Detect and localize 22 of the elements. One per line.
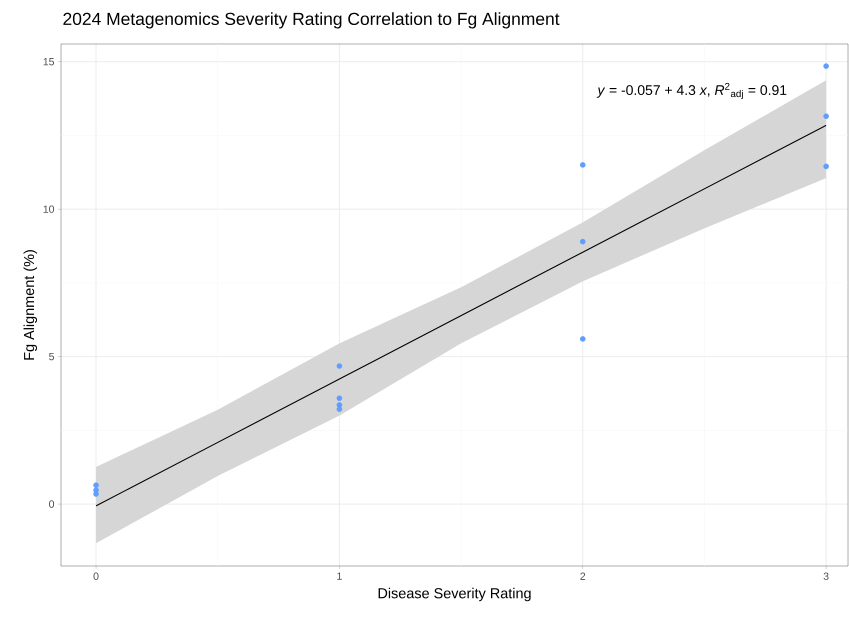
x-tick-label: 0 [94,572,99,580]
x-axis-title: Disease Severity Rating [378,588,531,602]
annotation: y = -0.057 + 4.3 x, R$^{2}$$_{adj}$ = 0.91 [596,82,786,100]
y-tick-label: 10 [44,205,54,213]
point [823,164,829,170]
y-tick-label: 15 [44,58,54,66]
point [336,363,342,369]
point [580,162,586,168]
point [93,482,99,488]
point [823,63,829,69]
line-series [95,124,827,506]
x-tick-label: 3 [824,572,829,580]
point [823,113,829,120]
point [580,238,586,244]
x-tick-label: 2 [580,572,586,580]
x-tick-label: 1 [337,572,342,580]
y-tick-label: 5 [49,352,54,360]
point [580,336,586,342]
chart-title: 2024 Metagenomics Severity Rating Correlation to Fg Alignment [63,12,560,29]
y-axis-title: Fg Alignment (%) [24,250,38,360]
point [336,395,342,401]
y-tick-label: 0 [49,500,54,508]
